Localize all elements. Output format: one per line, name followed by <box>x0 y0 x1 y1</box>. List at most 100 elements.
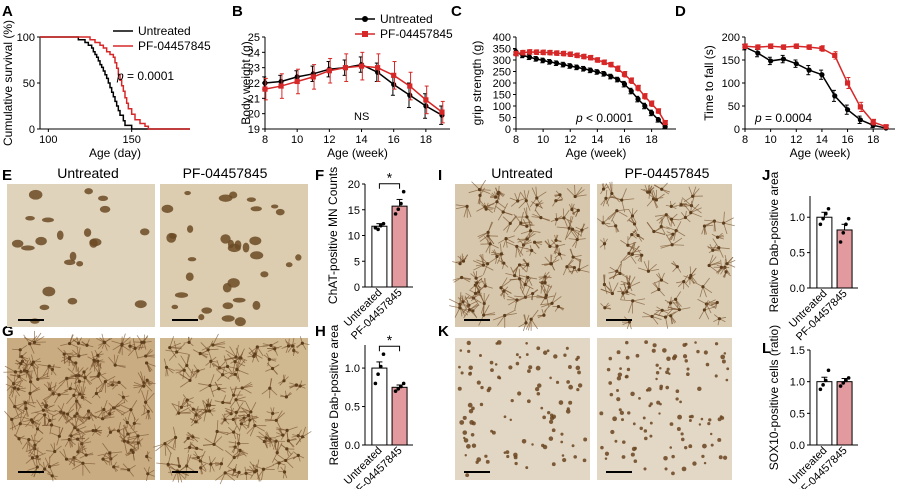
cell-process <box>215 472 226 481</box>
cell-process <box>74 417 79 428</box>
cell-process <box>682 203 692 213</box>
data-point <box>376 227 380 232</box>
stained-cell <box>102 407 106 412</box>
data-point <box>373 381 378 386</box>
stained-nucleus <box>626 367 631 372</box>
data-point <box>554 60 560 66</box>
stained-cell <box>691 194 695 198</box>
cell-process <box>522 238 528 249</box>
stained-cell <box>121 395 125 399</box>
stained-cell <box>191 407 195 411</box>
stained-cell <box>234 398 238 402</box>
cell-process <box>476 259 488 265</box>
data-point <box>648 101 655 107</box>
y-tick-label: 150 <box>722 55 740 67</box>
cell-process <box>85 410 89 422</box>
cell-process <box>616 210 628 217</box>
cell-process <box>455 205 468 210</box>
data-point <box>819 45 825 52</box>
stained-nucleus <box>635 353 640 358</box>
cell-process <box>109 453 113 466</box>
stained-cell <box>284 458 288 463</box>
cell-process <box>189 368 194 381</box>
data-point <box>824 211 828 216</box>
stained-nucleus <box>701 454 705 459</box>
cell-process <box>15 371 23 382</box>
cell-process <box>118 382 127 390</box>
stained-cell <box>186 225 194 233</box>
stained-cell <box>525 215 529 219</box>
cell-process <box>487 221 494 233</box>
data-point <box>608 62 614 68</box>
cell-process <box>256 470 261 482</box>
y-tick-label: 200 <box>722 32 740 44</box>
stained-cell <box>235 368 239 372</box>
cell-process <box>54 409 64 414</box>
stained-cell <box>222 302 234 310</box>
cell-process <box>46 366 50 378</box>
stained-cell <box>486 262 490 266</box>
cell-process <box>173 426 176 438</box>
cell-process <box>34 437 44 446</box>
cell-process <box>22 402 26 414</box>
stained-cell <box>62 411 66 415</box>
stained-cell <box>721 221 726 225</box>
cell-process <box>500 277 508 288</box>
stained-nucleus <box>526 399 531 404</box>
cell-process <box>49 466 54 476</box>
cell-process <box>621 286 630 298</box>
cell-process <box>213 443 224 451</box>
stained-nucleus <box>576 388 580 392</box>
x-tick-label: 18 <box>645 134 657 146</box>
cell-process <box>63 412 73 419</box>
stained-nucleus <box>503 451 507 454</box>
stained-nucleus <box>542 444 548 450</box>
cell-process <box>514 299 518 310</box>
stained-cell <box>515 244 519 249</box>
bar-treated <box>391 205 408 288</box>
x-tick-label: 14 <box>816 134 828 146</box>
data-point <box>621 81 628 87</box>
cell-process <box>252 464 264 470</box>
stained-cell <box>295 254 302 261</box>
legend-label: PF-04457845 <box>138 39 211 53</box>
cell-process <box>14 406 26 413</box>
stained-nucleus <box>514 461 518 466</box>
stained-nucleus <box>525 466 529 470</box>
cell-process <box>235 396 246 401</box>
stained-cell <box>573 194 577 199</box>
data-point <box>821 383 825 387</box>
cell-process <box>653 198 659 208</box>
cell-process <box>43 404 55 411</box>
stained-cell <box>657 287 661 292</box>
cell-process <box>48 382 54 394</box>
stained-nucleus <box>542 350 548 355</box>
stained-cell <box>570 227 575 231</box>
stained-cell <box>76 260 84 267</box>
data-point <box>838 384 843 388</box>
y-tick-label: 22 <box>248 78 260 90</box>
cell-process <box>67 368 77 376</box>
stained-cell <box>140 340 144 344</box>
stained-nucleus <box>618 408 622 412</box>
stained-cell <box>719 265 723 269</box>
cell-process <box>213 436 223 445</box>
cell-process <box>665 214 671 226</box>
stained-nucleus <box>495 342 499 345</box>
cell-process <box>621 198 635 201</box>
stained-cell <box>488 242 492 246</box>
cell-process <box>169 336 175 348</box>
stained-cell <box>125 420 129 425</box>
cell-process <box>65 415 76 425</box>
cell-process <box>479 235 489 242</box>
stained-cell <box>670 243 674 247</box>
cell-process <box>30 381 38 390</box>
y-tick-label: 25 <box>248 32 260 44</box>
stained-cell <box>524 321 528 325</box>
stained-cell <box>113 363 117 367</box>
stained-cell <box>702 224 707 228</box>
data-point <box>780 44 787 50</box>
stained-cell <box>556 304 561 309</box>
data-point <box>574 52 580 58</box>
stained-nucleus <box>505 450 510 455</box>
